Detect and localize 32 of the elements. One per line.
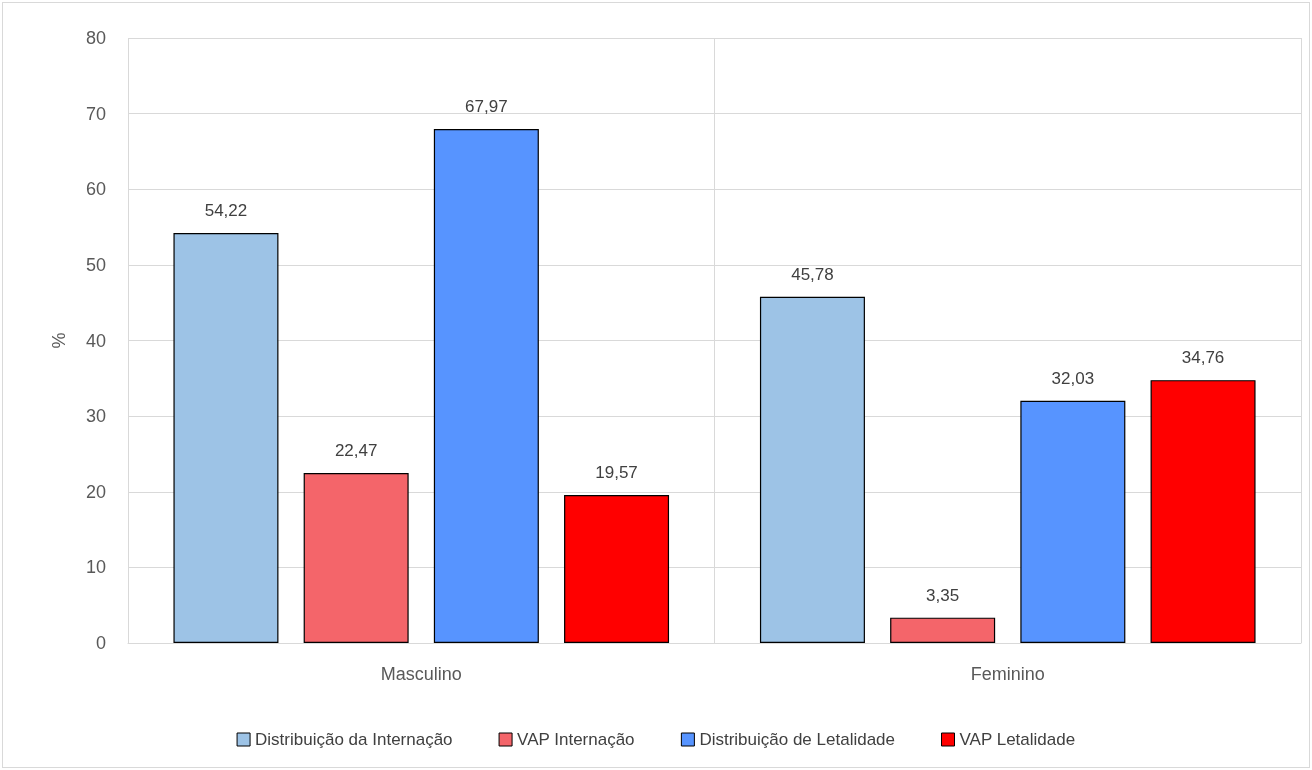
y-tick-label: 70 <box>85 103 106 124</box>
x-tick-label: Masculino <box>380 664 462 684</box>
y-axis-title: % <box>49 332 69 349</box>
data-label: 54,22 <box>204 200 248 220</box>
bar <box>1150 380 1256 643</box>
bar <box>173 232 279 643</box>
y-tick-label: 0 <box>95 633 106 653</box>
y-tick-label: 10 <box>85 557 106 578</box>
y-tick-label: 20 <box>85 481 106 502</box>
legend-label: Distribuição de Letalidade <box>699 730 895 749</box>
x-tick-label: Feminino <box>970 664 1045 684</box>
bar <box>890 617 996 643</box>
data-label: 22,47 <box>334 441 378 461</box>
data-label: 67,97 <box>465 96 508 116</box>
bar <box>433 128 539 643</box>
bar <box>564 495 670 643</box>
data-label: 45,78 <box>791 264 834 284</box>
bar <box>1020 400 1126 643</box>
data-label: 32,03 <box>1051 368 1095 388</box>
data-label: 34,76 <box>1181 348 1225 368</box>
data-label: 19,57 <box>595 463 638 482</box>
y-tick-label: 40 <box>85 330 106 351</box>
y-tick-label: 80 <box>85 28 106 48</box>
legend-label: Distribuição da Internação <box>255 730 453 749</box>
bar <box>759 296 865 643</box>
bar <box>303 473 409 643</box>
legend-label: VAP Internação <box>517 730 635 749</box>
legend-label: VAP Letalidade <box>959 730 1076 749</box>
y-tick-label: 50 <box>85 254 106 275</box>
y-tick-label: 30 <box>85 406 106 427</box>
y-tick-label: 60 <box>85 179 106 200</box>
data-label: 3,35 <box>926 585 960 605</box>
